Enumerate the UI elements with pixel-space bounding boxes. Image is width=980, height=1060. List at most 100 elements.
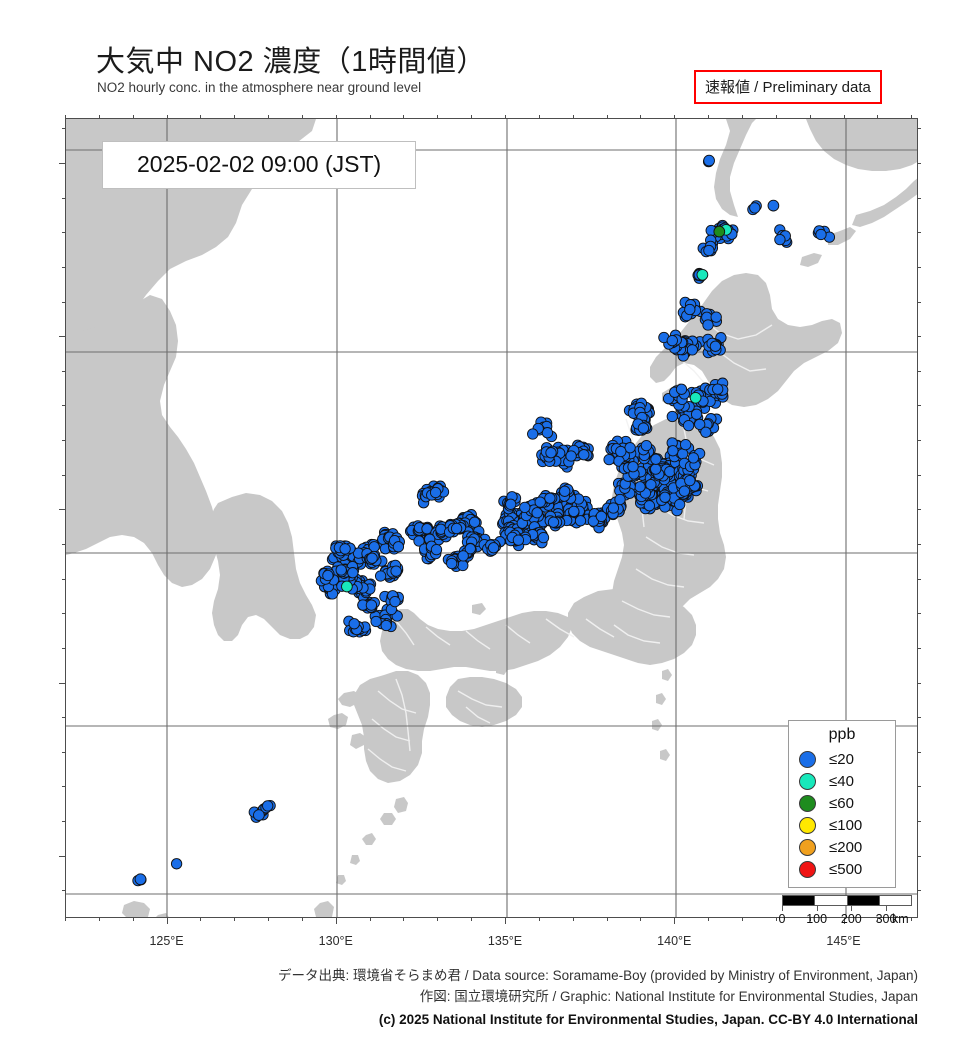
page-title: 大気中 NO2 濃度（1時間値） <box>96 46 486 78</box>
legend-item-label: ≤500 <box>829 860 863 878</box>
data-point <box>534 496 546 508</box>
legend-title: ppb <box>828 726 856 743</box>
scale-seg-3 <box>847 896 880 905</box>
legend-item-label: ≤60 <box>829 794 854 812</box>
data-point <box>684 303 696 316</box>
data-point <box>545 447 557 459</box>
data-point <box>429 486 442 499</box>
legend-item-label: ≤200 <box>829 838 863 856</box>
footer-graphic: 作図: 国立環境研究所 / Graphic: National Institut… <box>419 989 918 1004</box>
scale-bar-number: 0 <box>778 912 786 926</box>
data-point <box>505 498 517 510</box>
x-tick-label: 130°E <box>318 934 353 948</box>
data-point <box>687 452 700 464</box>
legend-swatch-icon <box>799 794 816 812</box>
map-plot-area[interactable] <box>65 118 918 918</box>
legend-swatch-icon <box>799 750 816 768</box>
legend-item-200[interactable]: ≤200 <box>797 836 887 858</box>
scale-bar-number: 100 <box>806 912 828 926</box>
data-point <box>541 427 554 439</box>
data-point <box>547 516 560 528</box>
x-tick-label: 140°E <box>657 934 692 948</box>
data-point <box>659 491 671 503</box>
legend-swatch-icon <box>799 838 816 856</box>
x-tick-label: 125°E <box>149 934 184 948</box>
data-point <box>574 515 587 527</box>
footer: データ出典: 環境省そらまめ君 / Data source: Soramame-… <box>0 965 918 1033</box>
data-point <box>666 334 678 347</box>
data-point <box>703 244 715 257</box>
legend-item-100[interactable]: ≤100 <box>797 814 887 836</box>
data-point <box>690 408 703 420</box>
data-point <box>595 510 608 523</box>
data-point <box>679 438 692 451</box>
scale-bar-ticks <box>782 906 912 911</box>
data-point <box>640 439 653 452</box>
data-point <box>527 428 539 440</box>
scale-bar-segments <box>782 895 912 906</box>
legend-swatch-icon <box>799 816 816 834</box>
legend-item-20[interactable]: ≤20 <box>797 748 887 770</box>
data-point <box>519 501 531 514</box>
data-point <box>413 535 425 547</box>
data-point <box>667 445 679 457</box>
preliminary-data-badge: 速報値 / Preliminary data <box>694 70 882 104</box>
scale-seg-2 <box>815 896 848 905</box>
scale-bar-tick <box>816 906 818 911</box>
legend-item-500[interactable]: ≤500 <box>797 858 887 880</box>
legend-item-label: ≤100 <box>829 816 863 834</box>
scale-bar: km 0 100 200 300 <box>778 895 912 928</box>
legend-swatch-icon <box>799 860 816 878</box>
scale-bar-labels: km 0 100 200 300 <box>778 912 912 928</box>
timestamp-label: 2025-02-02 09:00 (JST) <box>102 141 417 189</box>
data-point <box>694 418 706 431</box>
data-point <box>544 492 556 504</box>
data-point <box>700 426 712 438</box>
data-point <box>675 383 688 395</box>
legend-rows: ≤20 ≤40 ≤60 ≤100 ≤200 ≤500 <box>797 748 887 880</box>
japan-map-svg <box>66 119 917 917</box>
data-point <box>512 534 525 546</box>
scale-bar-number: 200 <box>840 912 862 926</box>
legend-item-40[interactable]: ≤40 <box>797 770 887 792</box>
data-point <box>712 383 724 395</box>
data-point <box>568 505 580 518</box>
legend-item-label: ≤40 <box>829 772 854 790</box>
scale-seg-4 <box>879 896 911 905</box>
legend-swatch-icon <box>799 772 816 790</box>
data-point <box>749 202 761 214</box>
data-point <box>702 319 714 331</box>
legend-panel[interactable]: ppb ≤20 ≤40 ≤60 ≤100 ≤200 ≤500 <box>788 720 896 888</box>
data-point <box>392 541 405 553</box>
footer-copyright: (c) 2025 National Institute for Environm… <box>378 1012 918 1027</box>
data-point <box>650 453 662 465</box>
data-point <box>815 228 827 241</box>
x-tick-label: 145°E <box>826 934 861 948</box>
data-point <box>674 498 686 511</box>
data-point <box>615 445 627 458</box>
legend-item-label: ≤20 <box>829 750 854 768</box>
data-point <box>578 449 590 461</box>
data-point <box>559 485 571 497</box>
scale-seg-1 <box>783 896 816 905</box>
data-point <box>710 311 722 323</box>
data-point <box>468 516 481 528</box>
x-tick-label: 135°E <box>487 934 523 948</box>
scale-bar-tick <box>886 906 887 911</box>
data-point <box>531 507 543 519</box>
scale-bar-number: 300 <box>875 912 897 926</box>
data-point <box>678 485 691 497</box>
data-point <box>709 340 722 352</box>
data-point <box>614 493 626 506</box>
scale-bar-tick <box>851 906 853 911</box>
data-point <box>774 233 786 246</box>
data-point <box>565 450 577 462</box>
data-point <box>643 500 656 512</box>
scale-bar-tick <box>782 906 783 911</box>
data-point <box>637 422 650 434</box>
data-point <box>684 474 696 487</box>
legend-item-60[interactable]: ≤60 <box>797 792 887 814</box>
data-point <box>537 531 550 544</box>
data-point <box>627 461 639 473</box>
data-point <box>450 522 463 535</box>
